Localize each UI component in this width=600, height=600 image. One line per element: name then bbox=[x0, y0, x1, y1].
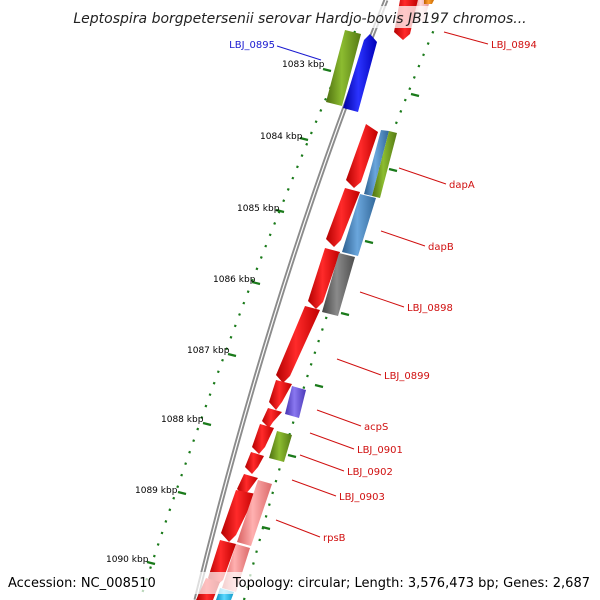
tick-label-1087: 1087 kbp bbox=[187, 346, 230, 356]
gene-red-lbj0901[interactable] bbox=[252, 424, 274, 454]
gene-label-lbj0895[interactable]: LBJ_0895 bbox=[229, 40, 275, 51]
gene-olive-dapA[interactable] bbox=[372, 131, 397, 198]
accession-text: Accession: NC_008510 bbox=[8, 576, 156, 591]
reverse-genes bbox=[196, 0, 434, 600]
tick-label-1084: 1084 kbp bbox=[260, 132, 303, 142]
gene-red-acps-a[interactable] bbox=[269, 380, 292, 410]
gene-label-rpsb[interactable]: rpsB bbox=[323, 533, 346, 544]
footer-backdrop bbox=[0, 572, 600, 594]
gene-red-lbj0902[interactable] bbox=[245, 452, 264, 474]
gene-purple-acps[interactable] bbox=[285, 386, 306, 418]
tick-label-1089: 1089 kbp bbox=[135, 486, 178, 496]
tick-labels: 1083 kbp 1084 kbp 1085 kbp 1086 kbp 1087… bbox=[106, 60, 325, 565]
tick-marks bbox=[146, 67, 332, 566]
gene-blue-lbj0895[interactable] bbox=[343, 34, 377, 112]
gene-label-lbj0898[interactable]: LBJ_0898 bbox=[407, 303, 453, 314]
tick-label-1090: 1090 kbp bbox=[106, 555, 149, 565]
gene-label-lbj0899[interactable]: LBJ_0899 bbox=[384, 371, 430, 382]
gene-red-lbj0898[interactable] bbox=[308, 248, 340, 309]
gene-olive-lbj0895[interactable] bbox=[326, 30, 361, 106]
inner-tick-marks bbox=[261, 92, 420, 531]
gene-red-dapB[interactable] bbox=[326, 188, 360, 247]
gene-label-acps[interactable]: acpS bbox=[364, 422, 388, 433]
gene-label-lbj0903[interactable]: LBJ_0903 bbox=[339, 492, 385, 503]
gene-steel-dapB[interactable] bbox=[342, 194, 376, 256]
gene-red-rpsB[interactable] bbox=[221, 490, 256, 542]
map-title: Leptospira borgpetersenii serovar Hardjo… bbox=[73, 11, 526, 27]
gene-steel-dapA[interactable] bbox=[364, 130, 389, 196]
gene-olive-lbj0901[interactable] bbox=[269, 431, 292, 462]
gene-red-acps-b[interactable] bbox=[262, 408, 282, 428]
tick-label-1086: 1086 kbp bbox=[213, 275, 256, 285]
gene-red-lbj0899[interactable] bbox=[276, 306, 320, 383]
forward-genes bbox=[326, 30, 377, 112]
gene-label-dapa[interactable]: dapA bbox=[449, 180, 475, 191]
gene-gray-lbj0898[interactable] bbox=[322, 253, 355, 316]
gene-label-dapb[interactable]: dapB bbox=[428, 242, 454, 253]
tick-label-1088: 1088 kbp bbox=[161, 415, 204, 425]
gene-label-lbj0902[interactable]: LBJ_0902 bbox=[347, 467, 393, 478]
gene-red-lbj0903[interactable] bbox=[237, 474, 258, 496]
gene-orange-top[interactable] bbox=[424, 0, 434, 4]
label-leaders bbox=[275, 31, 489, 538]
tick-label-1085: 1085 kbp bbox=[237, 204, 280, 214]
topology-summary-text: Topology: circular; Length: 3,576,473 bp… bbox=[232, 576, 590, 591]
gene-label-lbj0894[interactable]: LBJ_0894 bbox=[491, 40, 537, 51]
gene-label-lbj0901[interactable]: LBJ_0901 bbox=[357, 445, 403, 456]
tick-label-1083: 1083 kbp bbox=[282, 60, 325, 70]
gene-red-dapA[interactable] bbox=[346, 124, 378, 188]
inner-dotted-track bbox=[242, 19, 440, 600]
gene-labels: LBJ_0895 LBJ_0894 dapA dapB LBJ_0898 LBJ… bbox=[229, 40, 537, 544]
title-backdrop bbox=[70, 6, 530, 28]
gene-pink-rpsB[interactable] bbox=[237, 480, 272, 546]
